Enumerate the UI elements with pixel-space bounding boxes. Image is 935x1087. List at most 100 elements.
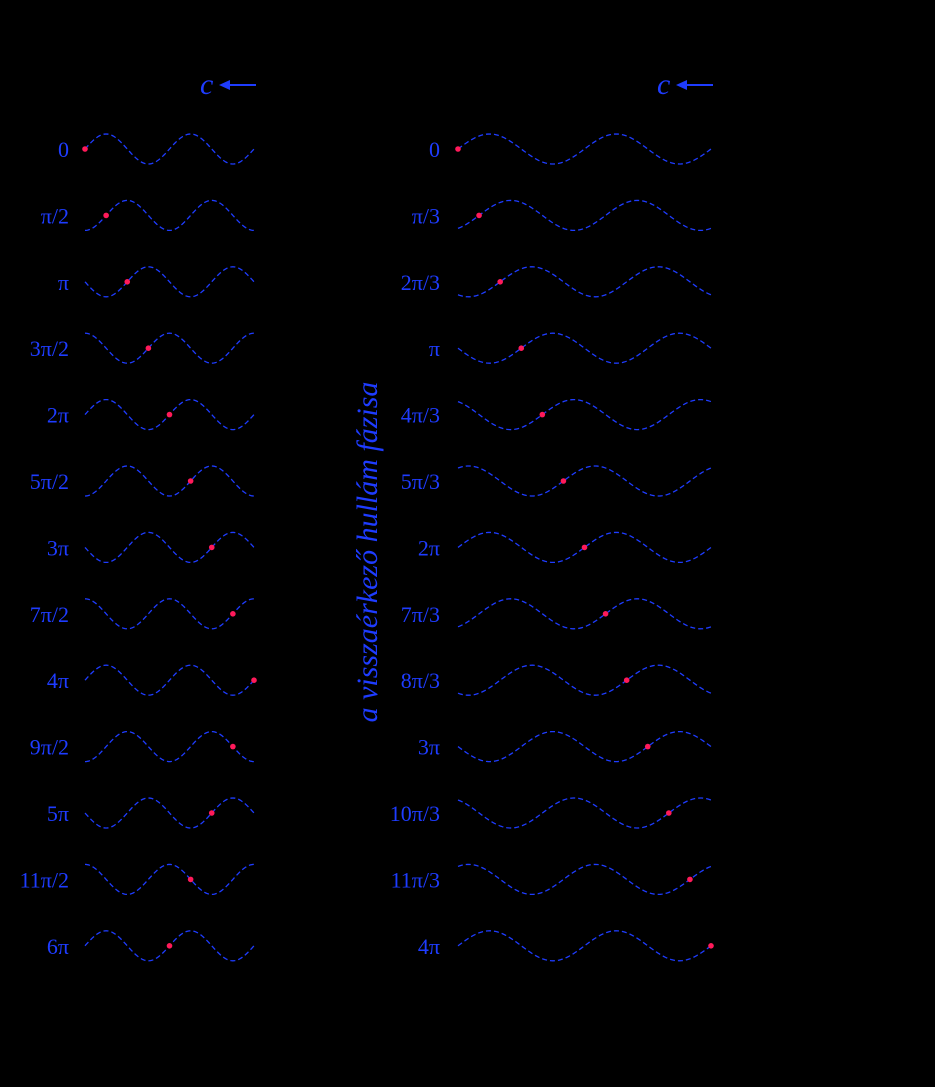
left-arrow-icon <box>219 80 256 90</box>
wave-curve <box>457 863 712 896</box>
wave-point <box>103 212 109 219</box>
wave-point <box>82 146 88 152</box>
wave-row: 5π <box>47 797 255 829</box>
wave-point <box>166 943 173 949</box>
wave-point <box>455 146 461 152</box>
wave-point <box>708 943 714 949</box>
wave-curve <box>457 398 712 431</box>
wave-row: 8π/3 <box>401 664 712 696</box>
right-speed-label: c <box>657 68 670 101</box>
phase-label: 4π <box>47 668 69 693</box>
right-arrow-icon <box>676 80 713 90</box>
wave-curve <box>84 664 255 696</box>
wave-point <box>145 345 152 352</box>
right-panel: c 0 π/3 2π/3 π 4π/3 5π/3 2π 7π/3 8π/3 3π 10π/3 11π/… <box>390 68 714 962</box>
wave-point <box>560 478 567 484</box>
phase-label: 9π/2 <box>30 735 69 760</box>
wave-point <box>124 279 131 285</box>
phase-label: 7π/2 <box>30 602 69 627</box>
phase-label: 5π <box>47 801 69 826</box>
wave-row: 11π/3 <box>391 863 712 896</box>
vertical-axis-title: a visszaérkező hullám fázisa <box>351 382 384 723</box>
wave-point <box>581 544 588 551</box>
phase-label: 3π <box>47 535 69 560</box>
phase-label: π <box>429 336 440 361</box>
phase-label: 0 <box>429 137 440 162</box>
wave-curve <box>84 332 255 364</box>
phase-label: 3π <box>418 735 440 760</box>
phase-label: 5π/2 <box>30 469 69 494</box>
left-speed-indicator: c <box>200 68 256 101</box>
phase-label: 11π/2 <box>20 867 69 892</box>
wave-curve <box>457 664 712 696</box>
phase-label: 2π <box>47 403 69 428</box>
phase-label: 8π/3 <box>401 668 440 693</box>
wave-row: 3π <box>47 531 255 564</box>
wave-curve <box>84 598 255 630</box>
wave-row: 3π <box>418 730 712 763</box>
wave-curve <box>84 531 255 564</box>
phase-label: 10π/3 <box>390 801 440 826</box>
phase-label: π/2 <box>41 203 69 228</box>
wave-row: π/3 <box>412 199 712 232</box>
phase-label: 0 <box>58 137 69 162</box>
phase-label: 2π/3 <box>401 270 440 295</box>
wave-row: 4π <box>47 664 257 696</box>
phase-label: 2π <box>418 535 440 560</box>
wave-row: 0 <box>58 133 255 165</box>
wave-row: 7π/3 <box>401 598 712 630</box>
phase-label: π <box>58 270 69 295</box>
wave-point <box>230 611 236 617</box>
wave-curve <box>84 863 255 896</box>
wave-curve <box>457 266 712 298</box>
phase-label: 6π <box>47 934 69 959</box>
phase-label: 5π/3 <box>401 469 440 494</box>
wave-point <box>230 743 236 750</box>
wave-point <box>208 810 215 816</box>
wave-curve <box>457 797 712 829</box>
wave-row: π <box>429 332 712 364</box>
wave-curve <box>457 598 712 630</box>
wave-row: π <box>58 266 255 298</box>
wave-point <box>644 743 651 750</box>
phase-label: π/3 <box>412 203 440 228</box>
left-panel: c 0 π/2 π 3π/2 2π 5π/2 3π 7π/2 4π 9π/2 5π 11π/2 6π <box>20 68 257 962</box>
wave-row: π/2 <box>41 199 255 232</box>
left-speed-label: c <box>200 68 213 101</box>
wave-row: 2π <box>418 531 712 564</box>
wave-row: 4π/3 <box>401 398 712 431</box>
wave-row: 4π <box>418 930 714 962</box>
wave-point <box>187 876 194 883</box>
wave-curve <box>84 797 255 829</box>
right-rows: 0 π/3 2π/3 π 4π/3 5π/3 2π 7π/3 8π/3 3π 10π/3 11π/3 4… <box>390 133 714 962</box>
wave-point <box>166 411 173 418</box>
wave-row: 5π/2 <box>30 465 255 497</box>
wave-point <box>476 212 482 219</box>
wave-curve <box>457 199 712 232</box>
wave-curve <box>84 730 255 763</box>
phase-label: 7π/3 <box>401 602 440 627</box>
wave-point <box>187 478 194 484</box>
wave-row: 5π/3 <box>401 465 712 497</box>
phase-label: 3π/2 <box>30 336 69 361</box>
wave-row: 9π/2 <box>30 730 255 763</box>
wave-point <box>602 611 609 617</box>
wave-row: 6π <box>47 930 255 962</box>
wave-point <box>251 677 257 683</box>
phase-label: 11π/3 <box>391 867 440 892</box>
wave-row: 11π/2 <box>20 863 255 896</box>
wave-point <box>497 279 503 285</box>
wave-point <box>623 677 630 683</box>
wave-point <box>687 876 693 883</box>
wave-row: 7π/2 <box>30 598 255 630</box>
wave-point <box>208 544 215 551</box>
wave-point <box>518 345 525 352</box>
wave-point <box>539 411 546 418</box>
phase-label: 4π <box>418 934 440 959</box>
wave-row: 3π/2 <box>30 332 255 364</box>
wave-curve <box>457 465 712 497</box>
phase-label: 4π/3 <box>401 403 440 428</box>
left-rows: 0 π/2 π 3π/2 2π 5π/2 3π 7π/2 4π 9π/2 5π 11π/2 6π <box>20 133 257 962</box>
